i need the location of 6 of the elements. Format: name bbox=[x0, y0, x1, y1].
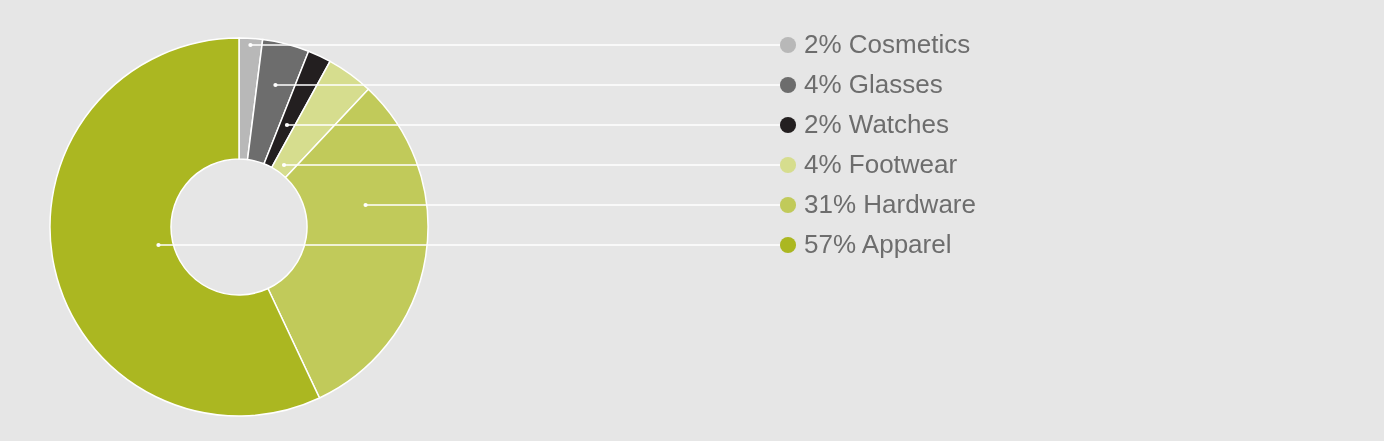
legend-label: 31% Hardware bbox=[804, 189, 976, 219]
legend-label: 4% Glasses bbox=[804, 69, 943, 99]
legend-label: 2% Cosmetics bbox=[804, 29, 971, 59]
legend-label: 57% Apparel bbox=[804, 229, 952, 259]
legend-label: 4% Footwear bbox=[804, 149, 958, 179]
legend-label: 2% Watches bbox=[804, 109, 949, 139]
